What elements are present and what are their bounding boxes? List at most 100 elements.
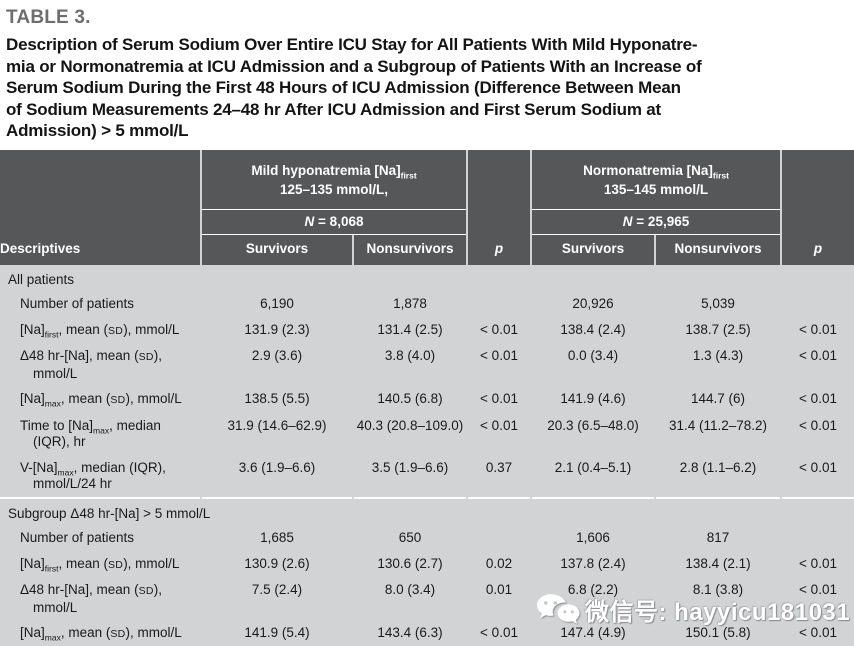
column-header-nonsurvivors-mild: Nonsurvivors [354, 234, 467, 265]
table-cell: 8.0 (3.4) [354, 577, 467, 621]
table-cell: < 0.01 [782, 454, 854, 497]
table-cell: 1.3 (4.3) [656, 343, 781, 387]
table-title-line: mia or Normonatremia at ICU Admission an… [6, 56, 702, 76]
table-cell: 140.5 (6.8) [354, 386, 467, 413]
table-cell: 0.02 [468, 550, 531, 578]
section-filler-cell [656, 264, 781, 292]
table-cell: 20,926 [532, 291, 655, 317]
subscript: max [93, 425, 110, 436]
table-cell: 20.3 (6.5–48.0) [532, 412, 655, 455]
table-cell: 3.5 (1.9–6.6) [354, 454, 467, 497]
table-cell: 137.8 (2.4) [532, 550, 655, 578]
table-cell: < 0.01 [782, 343, 854, 387]
table-cell: 131.9 (2.3) [202, 316, 352, 344]
table-cell: < 0.01 [468, 386, 531, 413]
table-cell: 2.1 (0.4–5.1) [532, 454, 655, 497]
table-cell: 138.5 (5.5) [202, 386, 352, 413]
table-cell: 141.9 (5.4) [202, 620, 352, 646]
table-row: Time to [Na]max, median (IQR), hr 31.9 (14… [0, 412, 854, 455]
group-n-normo: N = 25,965 [532, 209, 781, 235]
table-cell: < 0.01 [468, 343, 531, 387]
section-filler-cell [782, 264, 854, 292]
row-label: [Na]first, mean (SD), mmol/L [0, 550, 200, 578]
section-filler-cell [468, 264, 531, 292]
section-filler-cell [202, 264, 352, 292]
column-header-survivors-mild: Survivors [202, 234, 352, 265]
table-title-line: Admission) > 5 mmol/L [6, 121, 189, 140]
table-cell: 6.8 (2.2) [532, 577, 655, 621]
table-number-label: TABLE 3. [6, 7, 91, 28]
table-cell: 130.6 (2.7) [354, 550, 467, 578]
column-header-survivors-normo: Survivors [532, 234, 655, 265]
table-cell: 130.9 (2.6) [202, 550, 352, 578]
section-filler-cell [354, 496, 467, 526]
table-cell: < 0.01 [782, 550, 854, 578]
table-cell: < 0.01 [468, 316, 531, 344]
table-cell: < 0.01 [468, 620, 531, 646]
header-spacer [468, 209, 531, 235]
table-cell: 0.0 (3.4) [532, 343, 655, 387]
table-cell: 31.4 (11.2–78.2) [656, 412, 781, 455]
section-filler-cell [656, 496, 781, 526]
table-cell: 0.01 [468, 577, 531, 621]
table-cell: 7.5 (2.4) [202, 577, 352, 621]
column-header-row: Descriptives Survivors Nonsurvivors p Su… [0, 234, 854, 265]
table-cell: 138.4 (2.1) [656, 550, 781, 578]
table-cell: < 0.01 [782, 620, 854, 646]
table-title-line: Serum Sodium During the First 48 Hours o… [6, 78, 681, 97]
column-header-p-mild: p [468, 234, 531, 265]
subscript: first [44, 563, 59, 574]
table-row: Δ48 hr-[Na], mean (SD), mmol/L 7.5 (2.4) 8.… [0, 577, 854, 621]
group-header-mild-hyponatremia: Mild hyponatremia [Na]first 125–135 mmol… [202, 149, 467, 210]
table-cell: 141.9 (4.6) [532, 386, 655, 413]
table-cell: 817 [656, 525, 781, 551]
section-header-row: All patients [0, 264, 854, 292]
row-label: V-[Na]max, median (IQR), mmol/L/24 hr [0, 454, 200, 497]
row-label: [Na]max, mean (SD), mmol/L [0, 620, 200, 646]
table-cell: 2.8 (1.1–6.2) [656, 454, 781, 497]
table-cell: 40.3 (20.8–109.0) [354, 412, 467, 455]
table-cell: 1,878 [354, 291, 467, 317]
group-title: Mild hyponatremia [Na]first [251, 162, 417, 181]
row-label: [Na]max, mean (SD), mmol/L [0, 386, 200, 413]
table-row: Number of patients 1,685 650 1,606 817 [0, 525, 854, 551]
group-header-row: Mild hyponatremia [Na]first 125–135 mmol… [0, 149, 854, 210]
subscript: max [44, 632, 61, 643]
group-header-normonatremia: Normonatremia [Na]first 135–145 mmol/L [532, 149, 781, 210]
column-header-descriptives: Descriptives [0, 234, 200, 265]
table-cell: 3.6 (1.9–6.6) [202, 454, 352, 497]
section-filler-cell [782, 496, 854, 526]
table-cell: 143.4 (6.3) [354, 620, 467, 646]
table-cell: 31.9 (14.6–62.9) [202, 412, 352, 455]
section-filler-cell [202, 496, 352, 526]
table-row: [Na]first, mean (SD), mmol/L 130.9 (2.6) 1… [0, 550, 854, 578]
table-row: [Na]first, mean (SD), mmol/L 131.9 (2.3) 1… [0, 316, 854, 344]
header-spacer [0, 209, 200, 235]
subscript-first: first [712, 170, 729, 181]
table-cell: 5,039 [656, 291, 781, 317]
section-title: All patients [0, 264, 200, 292]
table-cell: < 0.01 [782, 577, 854, 621]
column-header-nonsurvivors-normo: Nonsurvivors [656, 234, 781, 265]
header-spacer [468, 149, 531, 210]
table-row: Number of patients 6,190 1,878 20,926 5,039 [0, 291, 854, 317]
section-filler-cell [532, 264, 655, 292]
row-label: Δ48 hr-[Na], mean (SD), mmol/L [0, 577, 200, 621]
table-row: Δ48 hr-[Na], mean (SD), mmol/L 2.9 (3.6) 3.… [0, 343, 854, 387]
section-filler-cell [468, 496, 531, 526]
table-cell [468, 525, 531, 551]
table-cell: 150.1 (5.8) [656, 620, 781, 646]
table-cell: 2.9 (3.6) [202, 343, 352, 387]
table-cell: 138.7 (2.5) [656, 316, 781, 344]
table-cell: < 0.01 [468, 412, 531, 455]
table-cell: 144.7 (6) [656, 386, 781, 413]
section-header-row: Subgroup Δ48 hr-[Na] > 5 mmol/L [0, 496, 854, 526]
n-row: N = 8,068 N = 25,965 [0, 209, 854, 235]
table-cell: 1,606 [532, 525, 655, 551]
section-filler-cell [354, 264, 467, 292]
row-label: Number of patients [0, 525, 200, 551]
table-row: [Na]max, mean (SD), mmol/L 138.5 (5.5) 140… [0, 386, 854, 413]
table-cell: 8.1 (3.8) [656, 577, 781, 621]
table-cell: 0.37 [468, 454, 531, 497]
